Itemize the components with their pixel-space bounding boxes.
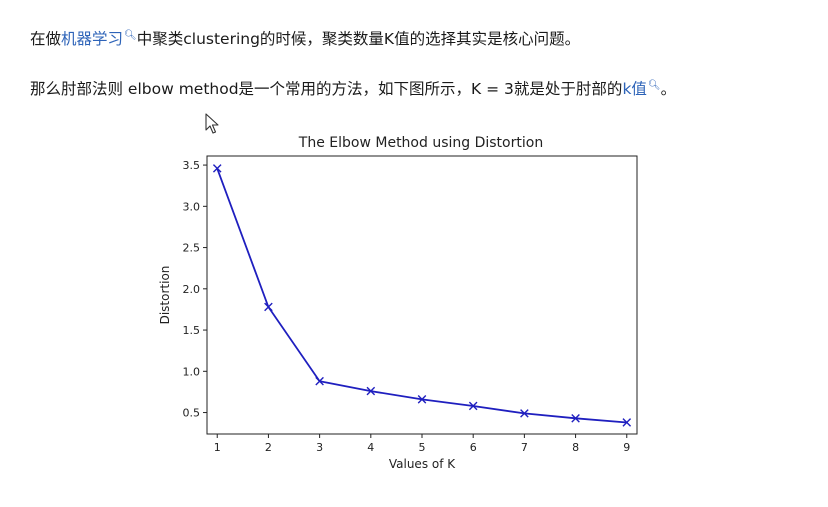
data-point-x-marker bbox=[622, 418, 632, 427]
distortion-series bbox=[212, 164, 632, 427]
y-axis-label: Distortion bbox=[158, 266, 172, 325]
y-axis: 0.5 1.0 1.5 2.0 2.5 3.0 3.5 bbox=[183, 159, 207, 420]
x-tick-label: 7 bbox=[521, 441, 528, 454]
x-tick-label: 1 bbox=[214, 441, 221, 454]
magnifier-icon[interactable]: 🔍︎ bbox=[647, 80, 661, 91]
x-tick-label: 8 bbox=[572, 441, 579, 454]
machine-learning-link[interactable]: 机器学习 bbox=[61, 30, 124, 49]
paragraph-intro-suffix: 中聚类clustering的时候，聚类数量K值的选择其实是核心问题。 bbox=[136, 30, 581, 49]
paragraph-intro-prefix: 在做 bbox=[30, 30, 62, 49]
data-point-x-marker bbox=[571, 414, 580, 423]
y-tick-label: 1.0 bbox=[183, 365, 201, 378]
y-tick-label: 2.0 bbox=[183, 283, 201, 296]
series-line bbox=[216, 168, 627, 424]
paragraph-elbow-suffix: 。 bbox=[660, 80, 677, 99]
x-axis: 1 2 3 4 5 6 7 8 9 bbox=[214, 434, 630, 454]
mouse-pointer-icon bbox=[205, 113, 219, 134]
data-point-x-marker bbox=[520, 409, 529, 418]
data-point-x-marker bbox=[264, 302, 273, 312]
data-point-x-marker bbox=[366, 386, 376, 396]
x-tick-label: 6 bbox=[470, 441, 477, 454]
y-tick-label: 0.5 bbox=[183, 407, 201, 420]
paragraph-elbow-prefix: 那么肘部法则 elbow method是一个常用的方法，如下图所示，K = 3就… bbox=[30, 80, 623, 99]
x-tick-label: 2 bbox=[265, 441, 272, 454]
paragraph-intro: 在做机器学习🔍︎中聚类clustering的时候，聚类数量K值的选择其实是核心问… bbox=[30, 26, 580, 49]
chart-title: The Elbow Method using Distortion bbox=[298, 135, 543, 151]
y-tick-label: 3.5 bbox=[183, 159, 201, 172]
k-value-link[interactable]: k值 bbox=[622, 80, 647, 99]
data-point-x-marker bbox=[468, 401, 478, 411]
plot-area bbox=[206, 155, 638, 435]
x-tick-label: 4 bbox=[367, 441, 374, 454]
magnifier-icon[interactable]: 🔍︎ bbox=[124, 30, 137, 41]
data-point-x-marker bbox=[212, 164, 222, 173]
x-tick-label: 3 bbox=[316, 441, 323, 454]
x-tick-label: 9 bbox=[623, 441, 630, 454]
y-tick-label: 2.5 bbox=[183, 242, 201, 255]
x-tick-label: 5 bbox=[419, 441, 426, 454]
paragraph-elbow: 那么肘部法则 elbow method是一个常用的方法，如下图所示，K = 3就… bbox=[30, 76, 676, 99]
y-tick-label: 1.5 bbox=[183, 324, 201, 337]
elbow-chart: The Elbow Method using Distortion 0.5 1.0… bbox=[158, 135, 638, 471]
data-point-x-marker bbox=[315, 376, 324, 386]
data-point-x-marker bbox=[417, 395, 427, 404]
y-tick-label: 3.0 bbox=[183, 200, 201, 213]
x-axis-label: Values of K bbox=[389, 457, 456, 471]
